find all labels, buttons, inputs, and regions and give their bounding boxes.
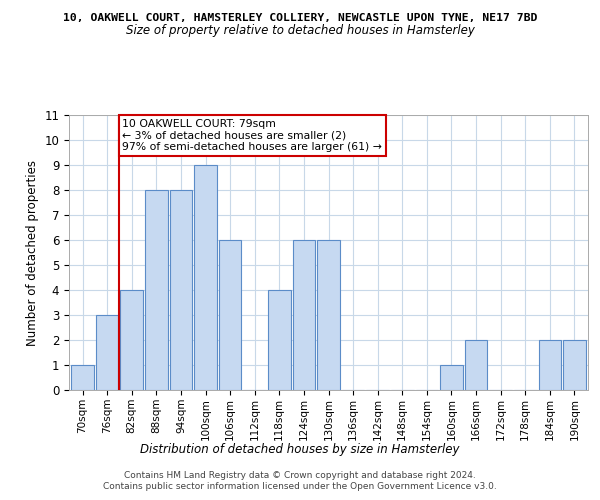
Text: 10 OAKWELL COURT: 79sqm
← 3% of detached houses are smaller (2)
97% of semi-deta: 10 OAKWELL COURT: 79sqm ← 3% of detached… xyxy=(122,118,382,152)
Text: Contains HM Land Registry data © Crown copyright and database right 2024.: Contains HM Land Registry data © Crown c… xyxy=(124,471,476,480)
Bar xyxy=(194,165,217,390)
Bar xyxy=(440,365,463,390)
Bar xyxy=(219,240,241,390)
Bar xyxy=(465,340,487,390)
Bar xyxy=(317,240,340,390)
Text: Contains public sector information licensed under the Open Government Licence v3: Contains public sector information licen… xyxy=(103,482,497,491)
Text: Distribution of detached houses by size in Hamsterley: Distribution of detached houses by size … xyxy=(140,442,460,456)
Bar xyxy=(539,340,561,390)
Bar xyxy=(71,365,94,390)
Bar xyxy=(96,315,118,390)
Bar xyxy=(563,340,586,390)
Text: Size of property relative to detached houses in Hamsterley: Size of property relative to detached ho… xyxy=(125,24,475,37)
Text: 10, OAKWELL COURT, HAMSTERLEY COLLIERY, NEWCASTLE UPON TYNE, NE17 7BD: 10, OAKWELL COURT, HAMSTERLEY COLLIERY, … xyxy=(63,12,537,22)
Bar xyxy=(293,240,315,390)
Bar xyxy=(121,290,143,390)
Y-axis label: Number of detached properties: Number of detached properties xyxy=(26,160,39,346)
Bar xyxy=(170,190,192,390)
Bar xyxy=(145,190,167,390)
Bar xyxy=(268,290,290,390)
